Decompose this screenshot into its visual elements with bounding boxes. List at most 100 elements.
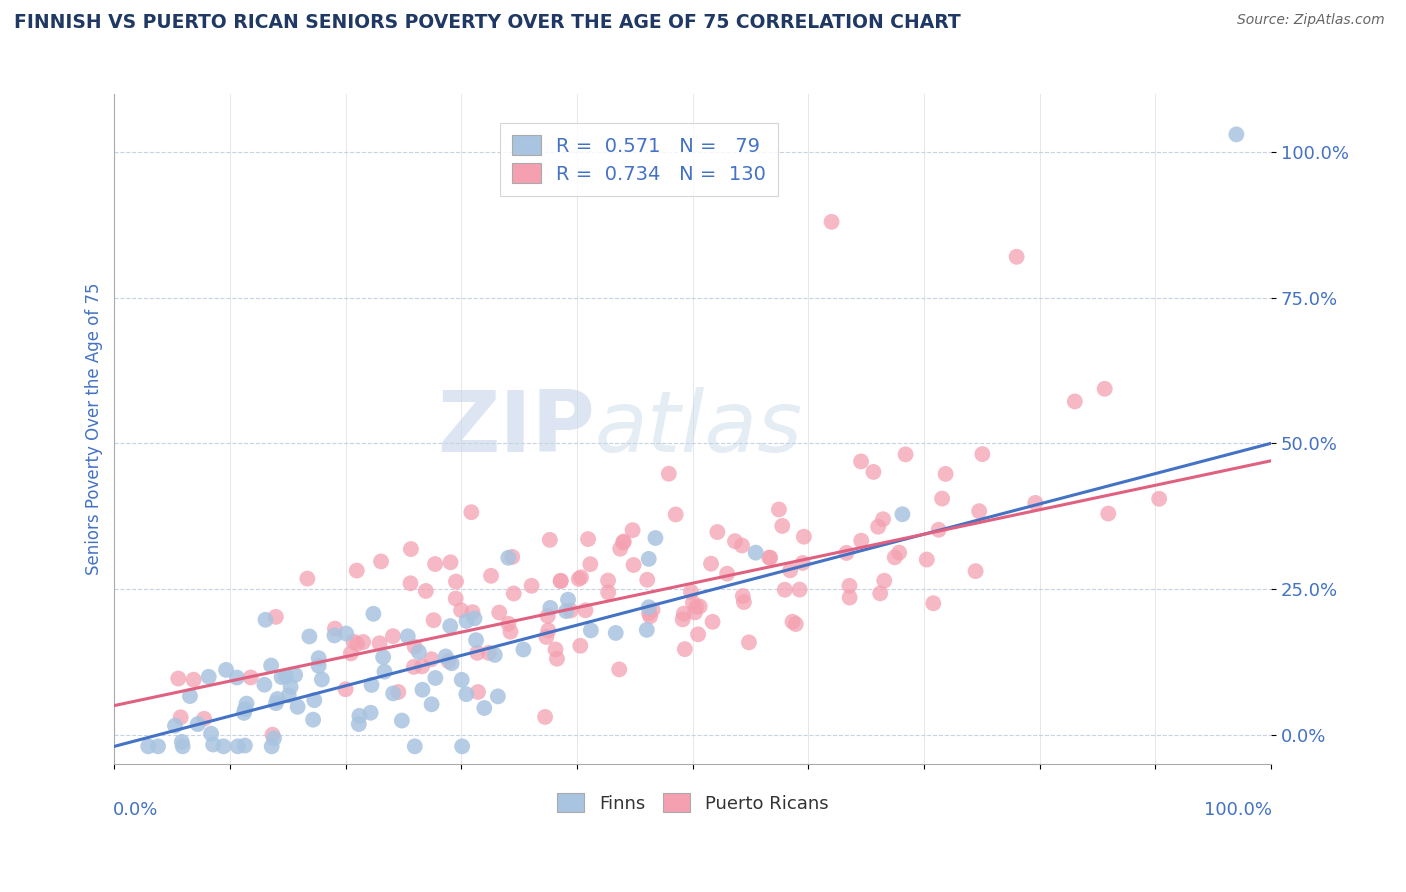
- Point: [254, 613, 277, 627]
- Point: [411, 682, 433, 697]
- Point: [550, 574, 572, 588]
- Point: [202, 738, 225, 752]
- Point: [733, 595, 755, 609]
- Point: [297, 572, 319, 586]
- Point: [560, 603, 582, 617]
- Point: [609, 541, 631, 556]
- Point: [264, 696, 287, 710]
- Point: [169, 710, 191, 724]
- Point: [451, 739, 474, 754]
- Point: [672, 607, 695, 621]
- Point: [260, 739, 283, 754]
- Point: [759, 550, 782, 565]
- Point: [415, 584, 437, 599]
- Point: [304, 693, 326, 707]
- Point: [744, 546, 766, 560]
- Point: [423, 557, 446, 571]
- Point: [605, 626, 627, 640]
- Point: [360, 678, 382, 692]
- Point: [404, 739, 426, 754]
- Point: [922, 596, 945, 610]
- Point: [233, 706, 256, 720]
- Point: [851, 533, 873, 548]
- Point: [323, 628, 346, 642]
- Point: [568, 572, 591, 586]
- Point: [1005, 250, 1028, 264]
- Point: [862, 465, 884, 479]
- Point: [263, 731, 285, 746]
- Point: [768, 502, 790, 516]
- Point: [284, 668, 307, 682]
- Point: [163, 719, 186, 733]
- Point: [465, 646, 488, 660]
- Point: [308, 658, 330, 673]
- Legend: Finns, Puerto Ricans: Finns, Puerto Ricans: [548, 784, 838, 822]
- Point: [387, 685, 409, 699]
- Y-axis label: Seniors Poverty Over the Age of 75: Seniors Poverty Over the Age of 75: [86, 283, 103, 575]
- Point: [352, 635, 374, 649]
- Point: [869, 586, 891, 600]
- Point: [396, 629, 419, 643]
- Point: [167, 672, 190, 686]
- Point: [637, 552, 659, 566]
- Point: [200, 726, 222, 740]
- Point: [915, 552, 938, 566]
- Point: [538, 533, 561, 547]
- Point: [1097, 507, 1119, 521]
- Point: [512, 642, 534, 657]
- Point: [538, 600, 561, 615]
- Point: [439, 619, 461, 633]
- Point: [679, 584, 702, 599]
- Point: [544, 642, 567, 657]
- Point: [437, 654, 460, 668]
- Point: [225, 671, 247, 685]
- Point: [623, 558, 645, 572]
- Point: [792, 556, 814, 570]
- Point: [136, 739, 159, 754]
- Point: [868, 520, 890, 534]
- Point: [569, 570, 592, 584]
- Point: [484, 648, 506, 662]
- Point: [1147, 491, 1170, 506]
- Text: Source: ZipAtlas.com: Source: ZipAtlas.com: [1237, 13, 1385, 28]
- Point: [673, 642, 696, 657]
- Text: ZIP: ZIP: [437, 387, 595, 470]
- Point: [716, 566, 738, 581]
- Point: [555, 604, 578, 618]
- Point: [349, 709, 371, 723]
- Point: [346, 637, 368, 651]
- Point: [770, 519, 793, 533]
- Point: [498, 550, 520, 565]
- Point: [360, 706, 382, 720]
- Point: [478, 646, 501, 660]
- Point: [607, 662, 630, 676]
- Text: FINNISH VS PUERTO RICAN SENIORS POVERTY OVER THE AGE OF 75 CORRELATION CHART: FINNISH VS PUERTO RICAN SENIORS POVERTY …: [14, 13, 960, 32]
- Point: [738, 635, 761, 649]
- Point: [335, 626, 357, 640]
- Point: [239, 670, 262, 684]
- Point: [724, 534, 747, 549]
- Point: [467, 685, 489, 699]
- Point: [641, 603, 664, 617]
- Point: [399, 542, 422, 557]
- Point: [579, 624, 602, 638]
- Point: [682, 596, 704, 610]
- Point: [782, 615, 804, 629]
- Point: [399, 576, 422, 591]
- Point: [883, 550, 905, 565]
- Text: atlas: atlas: [595, 387, 803, 470]
- Point: [253, 678, 276, 692]
- Point: [731, 539, 754, 553]
- Point: [1225, 128, 1247, 142]
- Point: [179, 689, 201, 703]
- Point: [731, 589, 754, 603]
- Point: [391, 714, 413, 728]
- Point: [308, 651, 330, 665]
- Point: [835, 546, 858, 560]
- Point: [672, 612, 695, 626]
- Point: [434, 649, 457, 664]
- Point: [820, 215, 842, 229]
- Point: [488, 606, 510, 620]
- Point: [838, 591, 860, 605]
- Point: [613, 534, 636, 549]
